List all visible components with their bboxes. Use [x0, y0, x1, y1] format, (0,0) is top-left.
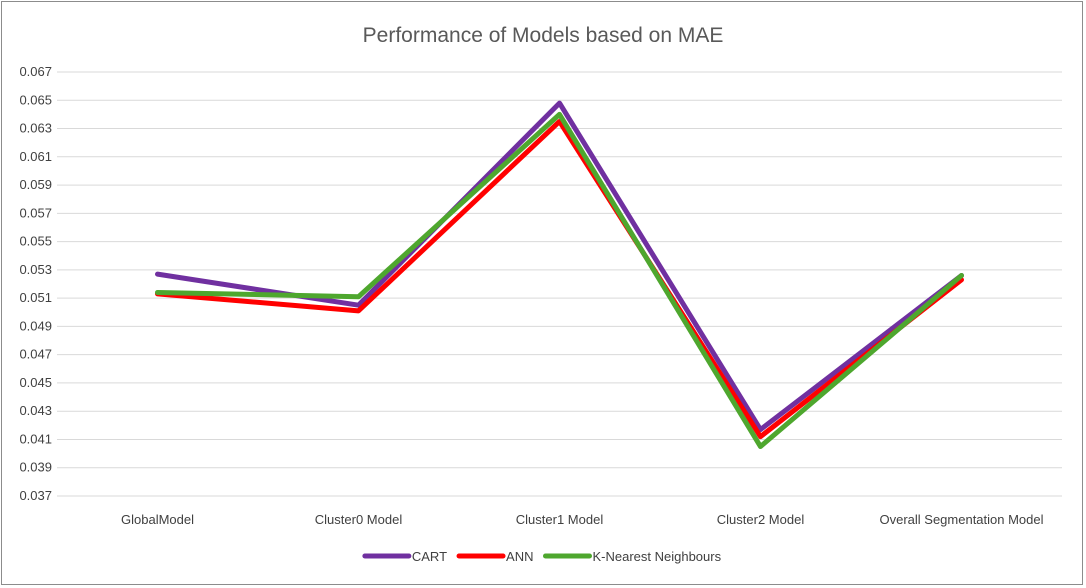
x-axis-category-labels: GlobalModel Cluster0 Model Cluster1 Model C… [121, 512, 1044, 527]
y-tick-label: 0.051 [19, 290, 52, 305]
y-tick-label: 0.059 [19, 177, 52, 192]
x-category-label: Cluster1 Model [516, 512, 604, 527]
legend-label: ANN [506, 549, 533, 564]
y-tick-label: 0.055 [19, 234, 52, 249]
y-tick-label: 0.061 [19, 149, 52, 164]
y-tick-label: 0.037 [19, 488, 52, 503]
legend: CART ANN K-Nearest Neighbours [362, 549, 722, 564]
x-category-label: Overall Segmentation Model [879, 512, 1043, 527]
chart-title: Performance of Models based on MAE [363, 24, 724, 47]
y-tick-label: 0.045 [19, 375, 52, 390]
y-tick-label: 0.049 [19, 318, 52, 333]
y-tick-label: 0.065 [19, 92, 52, 107]
x-category-label: GlobalModel [121, 512, 194, 527]
x-category-label: Cluster2 Model [717, 512, 805, 527]
y-tick-label: 0.047 [19, 347, 52, 362]
y-tick-label: 0.053 [19, 262, 52, 277]
y-tick-label: 0.039 [19, 460, 52, 475]
y-axis-tick-labels: 0.067 0.065 0.063 0.061 0.059 0.057 0.055 0.053… [19, 64, 52, 503]
y-tick-label: 0.041 [19, 431, 52, 446]
x-category-label: Cluster0 Model [315, 512, 403, 527]
y-tick-label: 0.063 [19, 121, 52, 136]
y-tick-label: 0.043 [19, 403, 52, 418]
y-tick-label: 0.057 [19, 205, 52, 220]
y-tick-label: 0.067 [19, 64, 52, 79]
series-lines [155, 100, 964, 450]
legend-label: CART [412, 549, 447, 564]
legend-label: K-Nearest Neighbours [592, 549, 721, 564]
series-line-k-nearest-neighbours [155, 111, 964, 450]
series-line-ann [155, 118, 964, 440]
